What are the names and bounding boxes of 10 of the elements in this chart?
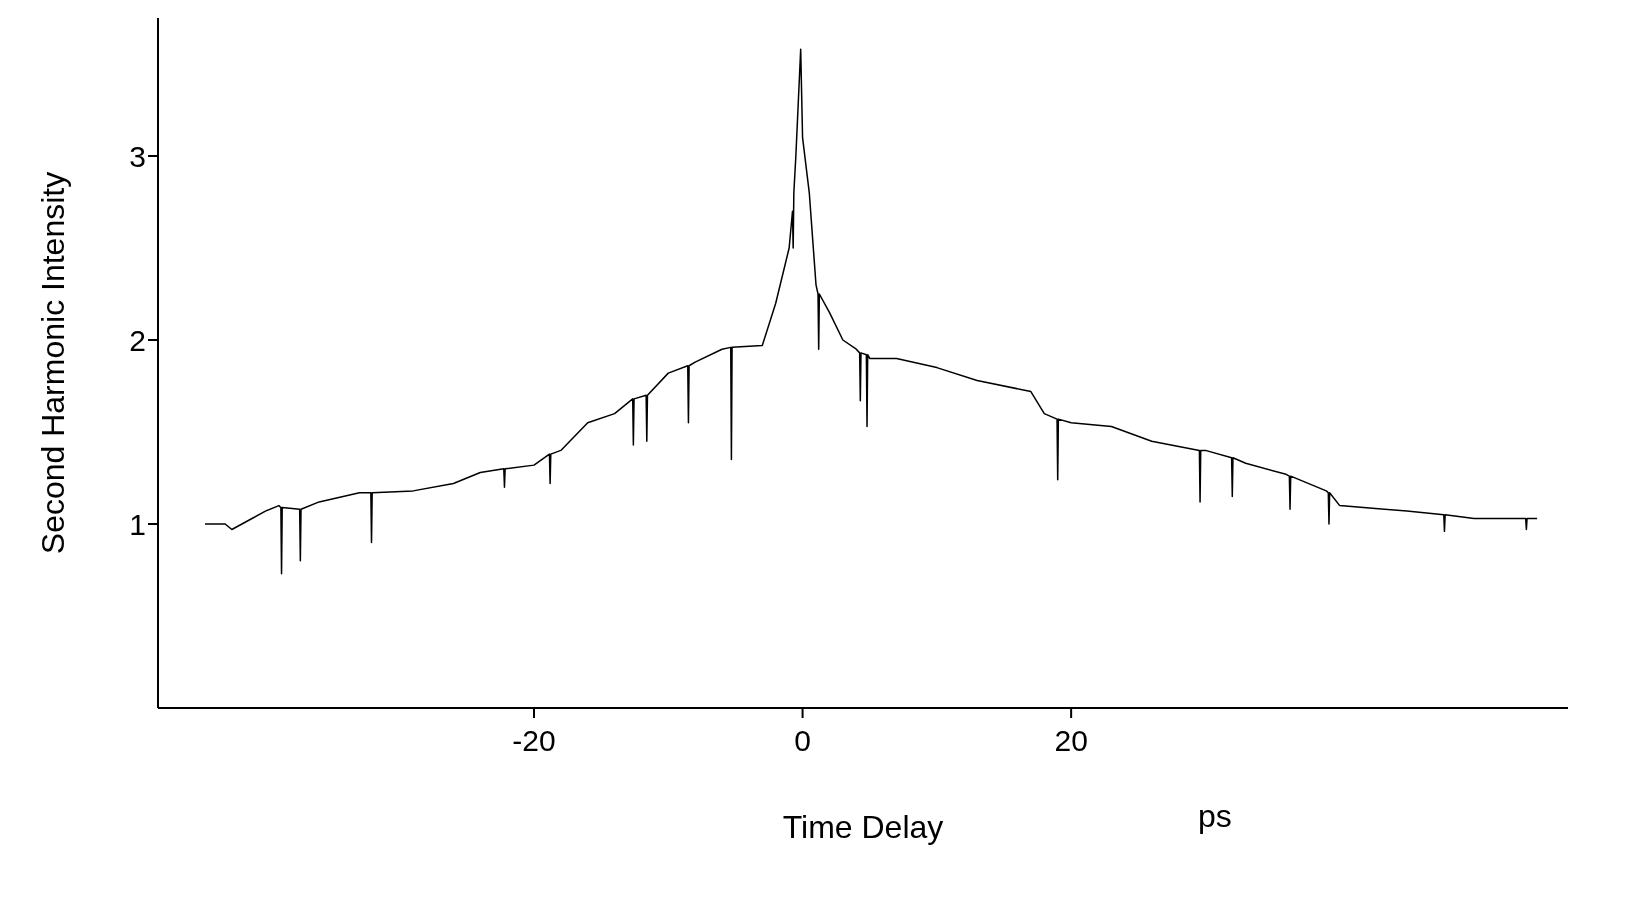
y-tick-label: 1 [129,507,146,541]
x-axis-title: Time Delay [782,809,944,845]
y-tick-label: 3 [129,139,146,173]
text: ps [1198,798,1232,835]
x-tick-label: 20 [1054,724,1088,758]
x-tick-label: -20 [512,724,556,758]
y-axis-title: Second Harmonic Intensity [35,171,72,555]
y-tick-label: 2 [129,323,146,357]
line-series [204,48,1538,575]
x-tick-label: 0 [794,724,811,758]
